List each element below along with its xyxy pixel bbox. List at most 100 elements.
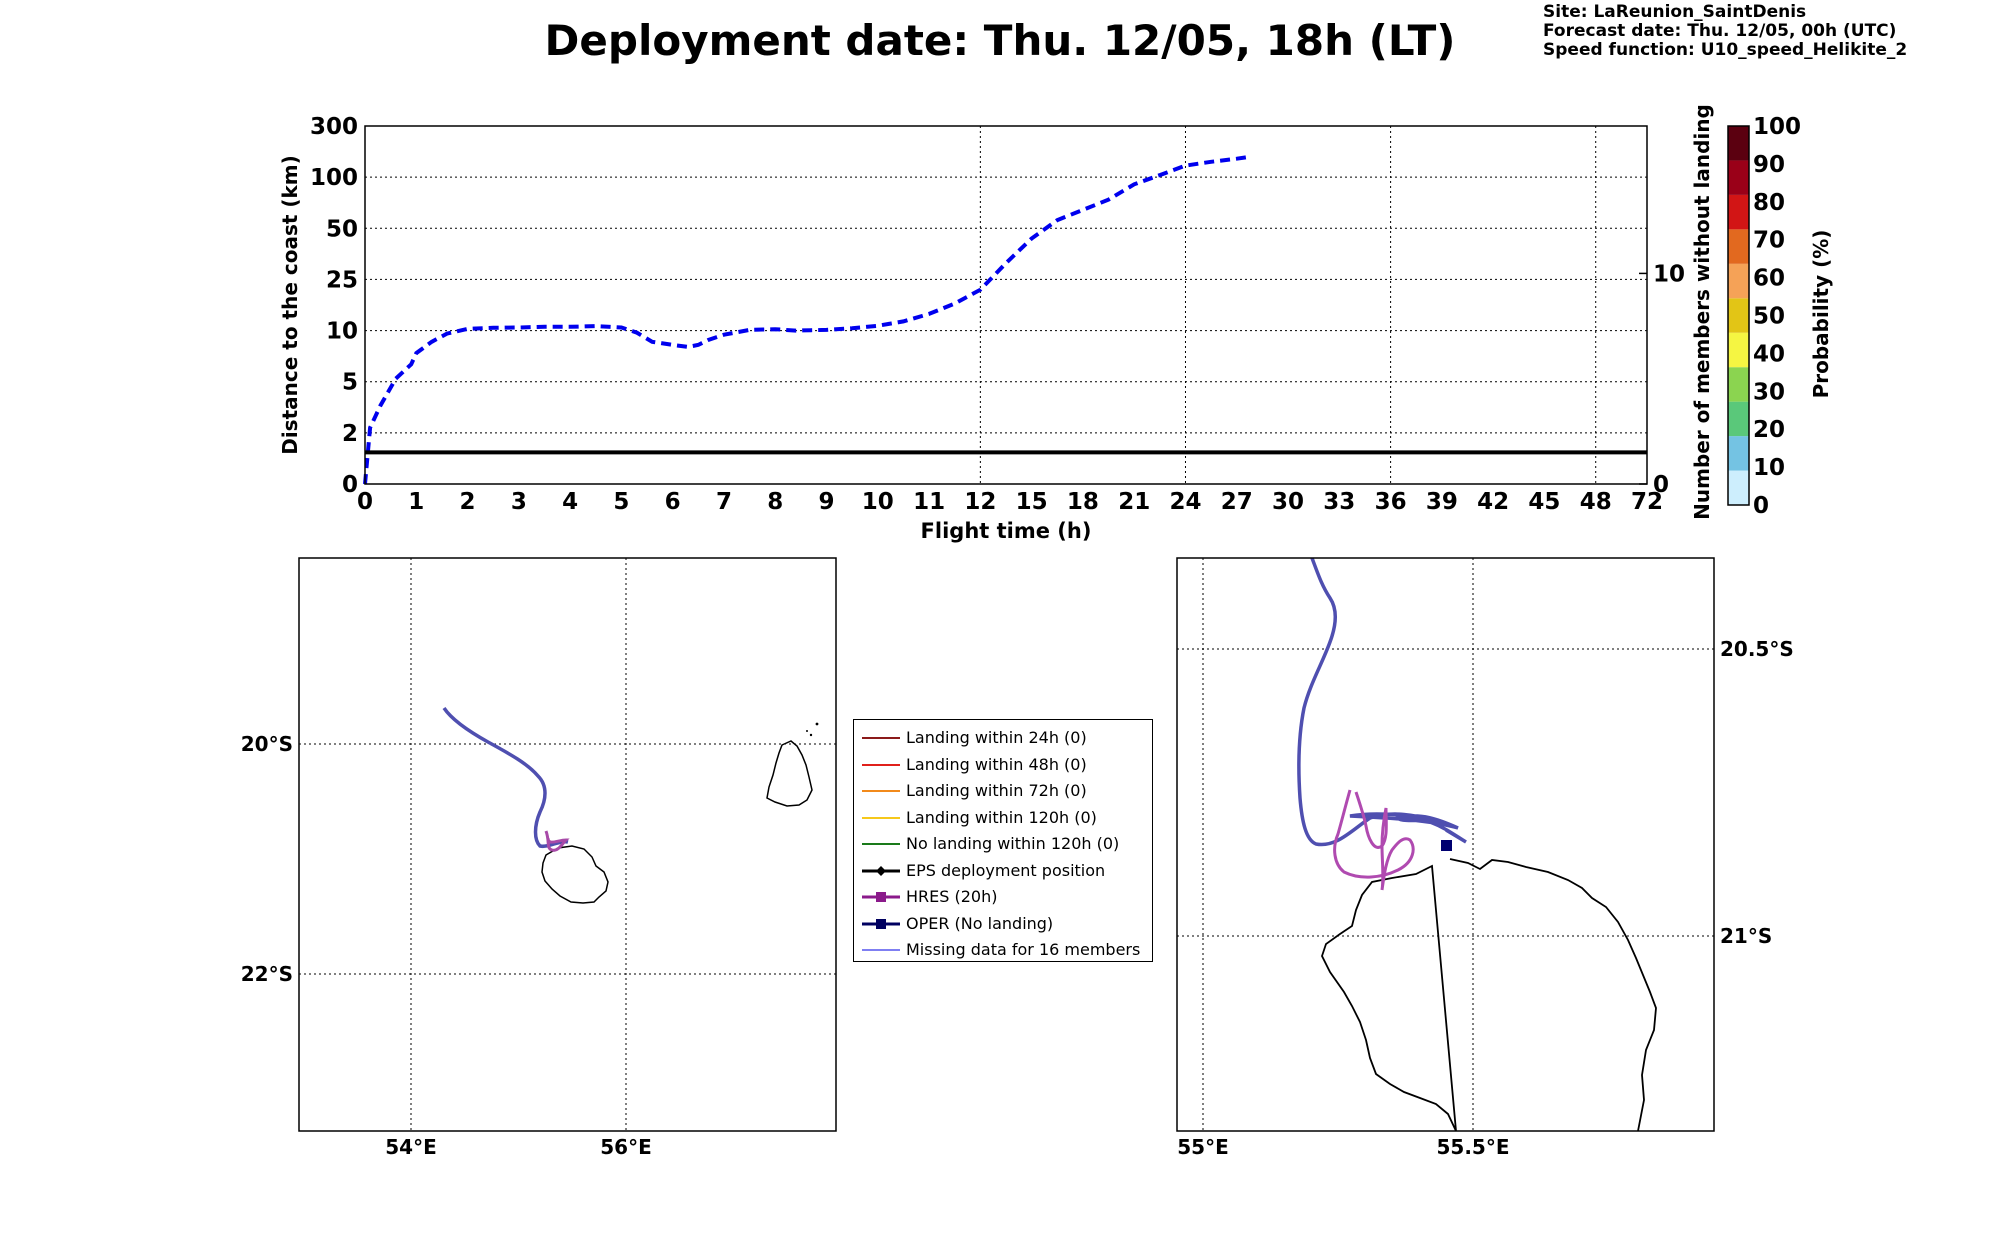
legend-swatch bbox=[862, 816, 900, 819]
map-right-lon-tick: 55°E bbox=[1177, 1135, 1229, 1159]
legend-entry: Landing within 48h (0) bbox=[854, 753, 1150, 777]
legend-entry: EPS deployment position bbox=[854, 859, 1150, 883]
speed-function-info: Speed function: U10_speed_Helikite_2 bbox=[1543, 40, 1908, 60]
distance-series-line bbox=[363, 154, 1251, 485]
oper-trajectory-right bbox=[1297, 557, 1467, 847]
distance-chart-grid bbox=[365, 126, 1647, 484]
legend-swatch bbox=[862, 892, 900, 902]
y2-tick-label: 0 bbox=[1653, 472, 1669, 498]
y2-axis-label: Number of members without landing bbox=[1690, 104, 1714, 520]
colorbar-tick-label: 90 bbox=[1753, 152, 1785, 178]
legend-entry: No landing within 120h (0) bbox=[854, 832, 1150, 856]
y-axis-label: Distance to the coast (km) bbox=[278, 155, 302, 455]
legend-swatch bbox=[862, 918, 900, 929]
x-tick-label: 4 bbox=[562, 489, 578, 515]
map-right-frame bbox=[1176, 557, 1715, 1132]
map-left-lat-tick: 20°S bbox=[241, 732, 293, 756]
legend-label: EPS deployment position bbox=[906, 860, 1106, 880]
x-tick-label: 42 bbox=[1477, 489, 1509, 515]
y-tick-label: 50 bbox=[326, 216, 358, 242]
colorbar-tick-label: 20 bbox=[1753, 417, 1785, 443]
distance-chart-x-ticks: 0 1 2 3 4 5 6 7 8 9 10 11 12 15 18 21 24 27 30 33 36 39 42 45 48… bbox=[357, 489, 1663, 515]
x-tick-label: 39 bbox=[1426, 489, 1458, 515]
colorbar-label: Probability (%) bbox=[1809, 230, 1833, 399]
hres-trajectory-right bbox=[1333, 789, 1415, 891]
legend-label: Missing data for 16 members bbox=[906, 940, 1141, 959]
colorbar-segment bbox=[1728, 401, 1749, 437]
y-tick-label: 5 bbox=[342, 370, 358, 396]
colorbar-segment bbox=[1728, 332, 1749, 368]
x-tick-label: 15 bbox=[1016, 489, 1048, 515]
colorbar-tick-label: 30 bbox=[1753, 379, 1785, 405]
x-tick-label: 18 bbox=[1067, 489, 1099, 515]
distance-chart-frame bbox=[364, 125, 1648, 485]
site-info: Site: LaReunion_SaintDenis bbox=[1543, 2, 1807, 22]
colorbar-segment bbox=[1728, 194, 1749, 230]
colorbar-tick-label: 70 bbox=[1753, 228, 1785, 254]
legend-label: No landing within 120h (0) bbox=[906, 834, 1120, 853]
reunion-island-coastline-zoom bbox=[1321, 858, 1657, 1132]
colorbar-tick-label: 0 bbox=[1753, 493, 1769, 519]
legend-entry: Landing within 24h (0) bbox=[854, 726, 1150, 750]
colorbar-frame bbox=[1727, 125, 1750, 506]
regional-map: 54°E 56°E 20°S 22°S bbox=[241, 557, 837, 1159]
x-tick-label: 3 bbox=[511, 489, 527, 515]
map-right-lon-tick: 55.5°E bbox=[1436, 1135, 1509, 1159]
legend-swatch bbox=[862, 865, 900, 876]
colorbar-tick-label: 60 bbox=[1753, 266, 1785, 292]
legend-label: Landing within 72h (0) bbox=[906, 781, 1087, 800]
colorbar-segment bbox=[1728, 263, 1749, 299]
oper-deployment-marker bbox=[1441, 840, 1452, 851]
legend-entry: HRES (20h) bbox=[854, 885, 1150, 909]
legend-label: Landing within 120h (0) bbox=[906, 807, 1097, 827]
colorbar-tick-label: 100 bbox=[1753, 114, 1801, 140]
y-tick-label: 10 bbox=[326, 319, 358, 345]
legend-entry: Missing data for 16 members bbox=[854, 938, 1150, 962]
distance-chart-series bbox=[363, 154, 1647, 485]
x-tick-label: 8 bbox=[767, 489, 783, 515]
colorbar-tick-label: 10 bbox=[1753, 455, 1785, 481]
forecast-date-info: Forecast date: Thu. 12/05, 00h (UTC) bbox=[1543, 21, 1897, 41]
oper-trajectory-left bbox=[442, 706, 569, 849]
legend-label: Landing within 24h (0) bbox=[906, 728, 1087, 747]
legend-swatch bbox=[862, 949, 900, 951]
x-tick-label: 36 bbox=[1375, 489, 1407, 515]
y-tick-label: 2 bbox=[342, 421, 358, 447]
map-left-frame bbox=[298, 557, 837, 1132]
colorbar-tick-label: 40 bbox=[1753, 341, 1785, 367]
legend-label: Landing within 48h (0) bbox=[906, 754, 1087, 774]
legend-label: HRES (20h) bbox=[906, 887, 998, 906]
x-tick-label: 1 bbox=[408, 489, 424, 515]
x-tick-label: 9 bbox=[819, 489, 835, 515]
colorbar-segment bbox=[1728, 367, 1749, 402]
islet bbox=[809, 733, 813, 737]
distance-chart: 0 1 2 3 4 5 6 7 8 9 10 11 12 15 18 21 24 27 30 33 36 39 42 45 48… bbox=[278, 104, 1714, 543]
x-tick-label: 7 bbox=[716, 489, 732, 515]
mauritius-island-coastline bbox=[766, 740, 813, 807]
y-tick-label: 25 bbox=[326, 267, 358, 293]
zoomed-map: 55°E 55.5°E 20.5°S 21°S bbox=[1176, 557, 1794, 1159]
x-tick-label: 6 bbox=[665, 489, 681, 515]
map-left-lon-tick: 56°E bbox=[600, 1135, 652, 1159]
x-tick-label: 30 bbox=[1272, 489, 1304, 515]
x-tick-label: 24 bbox=[1169, 489, 1201, 515]
x-tick-label: 33 bbox=[1323, 489, 1355, 515]
map-right-lat-tick: 21°S bbox=[1720, 924, 1772, 948]
hres-trajectory-left bbox=[544, 830, 570, 852]
probability-colorbar: 0 10 20 30 40 50 60 70 80 90 100 bbox=[1727, 114, 1801, 519]
x-tick-label: 21 bbox=[1118, 489, 1150, 515]
x-tick-label: 0 bbox=[357, 489, 373, 515]
y2-tick-label: 10 bbox=[1653, 261, 1685, 287]
legend-entry: OPER (No landing) bbox=[854, 912, 1150, 936]
figure-title: Deployment date: Thu. 12/05, 18h (LT) bbox=[544, 16, 1456, 65]
x-tick-label: 2 bbox=[460, 489, 476, 515]
x-tick-label: 5 bbox=[613, 489, 629, 515]
y-tick-label: 300 bbox=[310, 114, 358, 140]
y-tick-label: 100 bbox=[310, 165, 358, 191]
colorbar-segment bbox=[1728, 436, 1749, 471]
trajectory-legend: Landing within 24h (0) Landing within 48h… bbox=[853, 719, 1153, 962]
x-tick-label: 45 bbox=[1528, 489, 1560, 515]
legend-swatch bbox=[862, 763, 900, 766]
map-right-lat-tick: 20.5°S bbox=[1720, 637, 1794, 661]
